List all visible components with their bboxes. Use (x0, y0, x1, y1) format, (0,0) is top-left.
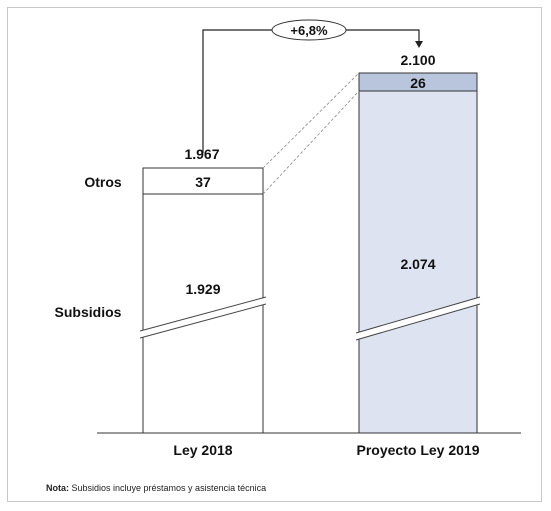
legend-label-subsidios: Subsidios (55, 304, 122, 320)
footnote: Nota: Subsidios incluye préstamos y asis… (46, 483, 266, 493)
subsidios-value-label-2: 2.074 (400, 256, 435, 272)
connector-top (262, 72, 360, 169)
axis-break-line-bottom-2 (355, 303, 481, 341)
axis-break-band-2 (356, 297, 480, 340)
category-label-2: Proyecto Ley 2019 (357, 442, 480, 458)
growth-label: +6,8% (290, 23, 328, 38)
bar-otros-1 (142, 167, 264, 195)
growth-arrowhead (415, 41, 423, 48)
subsidios-value-label-1: 1.929 (185, 281, 220, 297)
bar-subsidios-2 (358, 90, 478, 434)
bar-otros-2 (358, 72, 478, 92)
otros-value-label-1: 37 (195, 174, 211, 190)
footnote-label: Nota: (46, 483, 69, 493)
legend-label-otros: Otros (84, 174, 122, 190)
total-label-2: 2.100 (400, 52, 435, 68)
growth-badge (271, 19, 347, 41)
otros-value-label-2: 26 (410, 75, 426, 91)
total-label-1: 1.967 (184, 146, 219, 162)
connector-bottom (262, 90, 360, 195)
axis-break-line-bottom-1 (139, 303, 267, 339)
footnote-text: Subsidios incluye préstamos y asistencia… (69, 483, 267, 493)
chart-svg: +6,8% 1.967 2.100 37 26 1.929 2.074 Otros Subsid… (55, 19, 521, 458)
axis-break-line-top-2 (355, 296, 481, 334)
axis-break-line-top-1 (139, 296, 267, 332)
chart-frame: +6,8% 1.967 2.100 37 26 1.929 2.074 Otros Subsid… (7, 7, 542, 502)
axis-break-band-1 (140, 297, 266, 338)
category-label-1: Ley 2018 (173, 442, 232, 458)
